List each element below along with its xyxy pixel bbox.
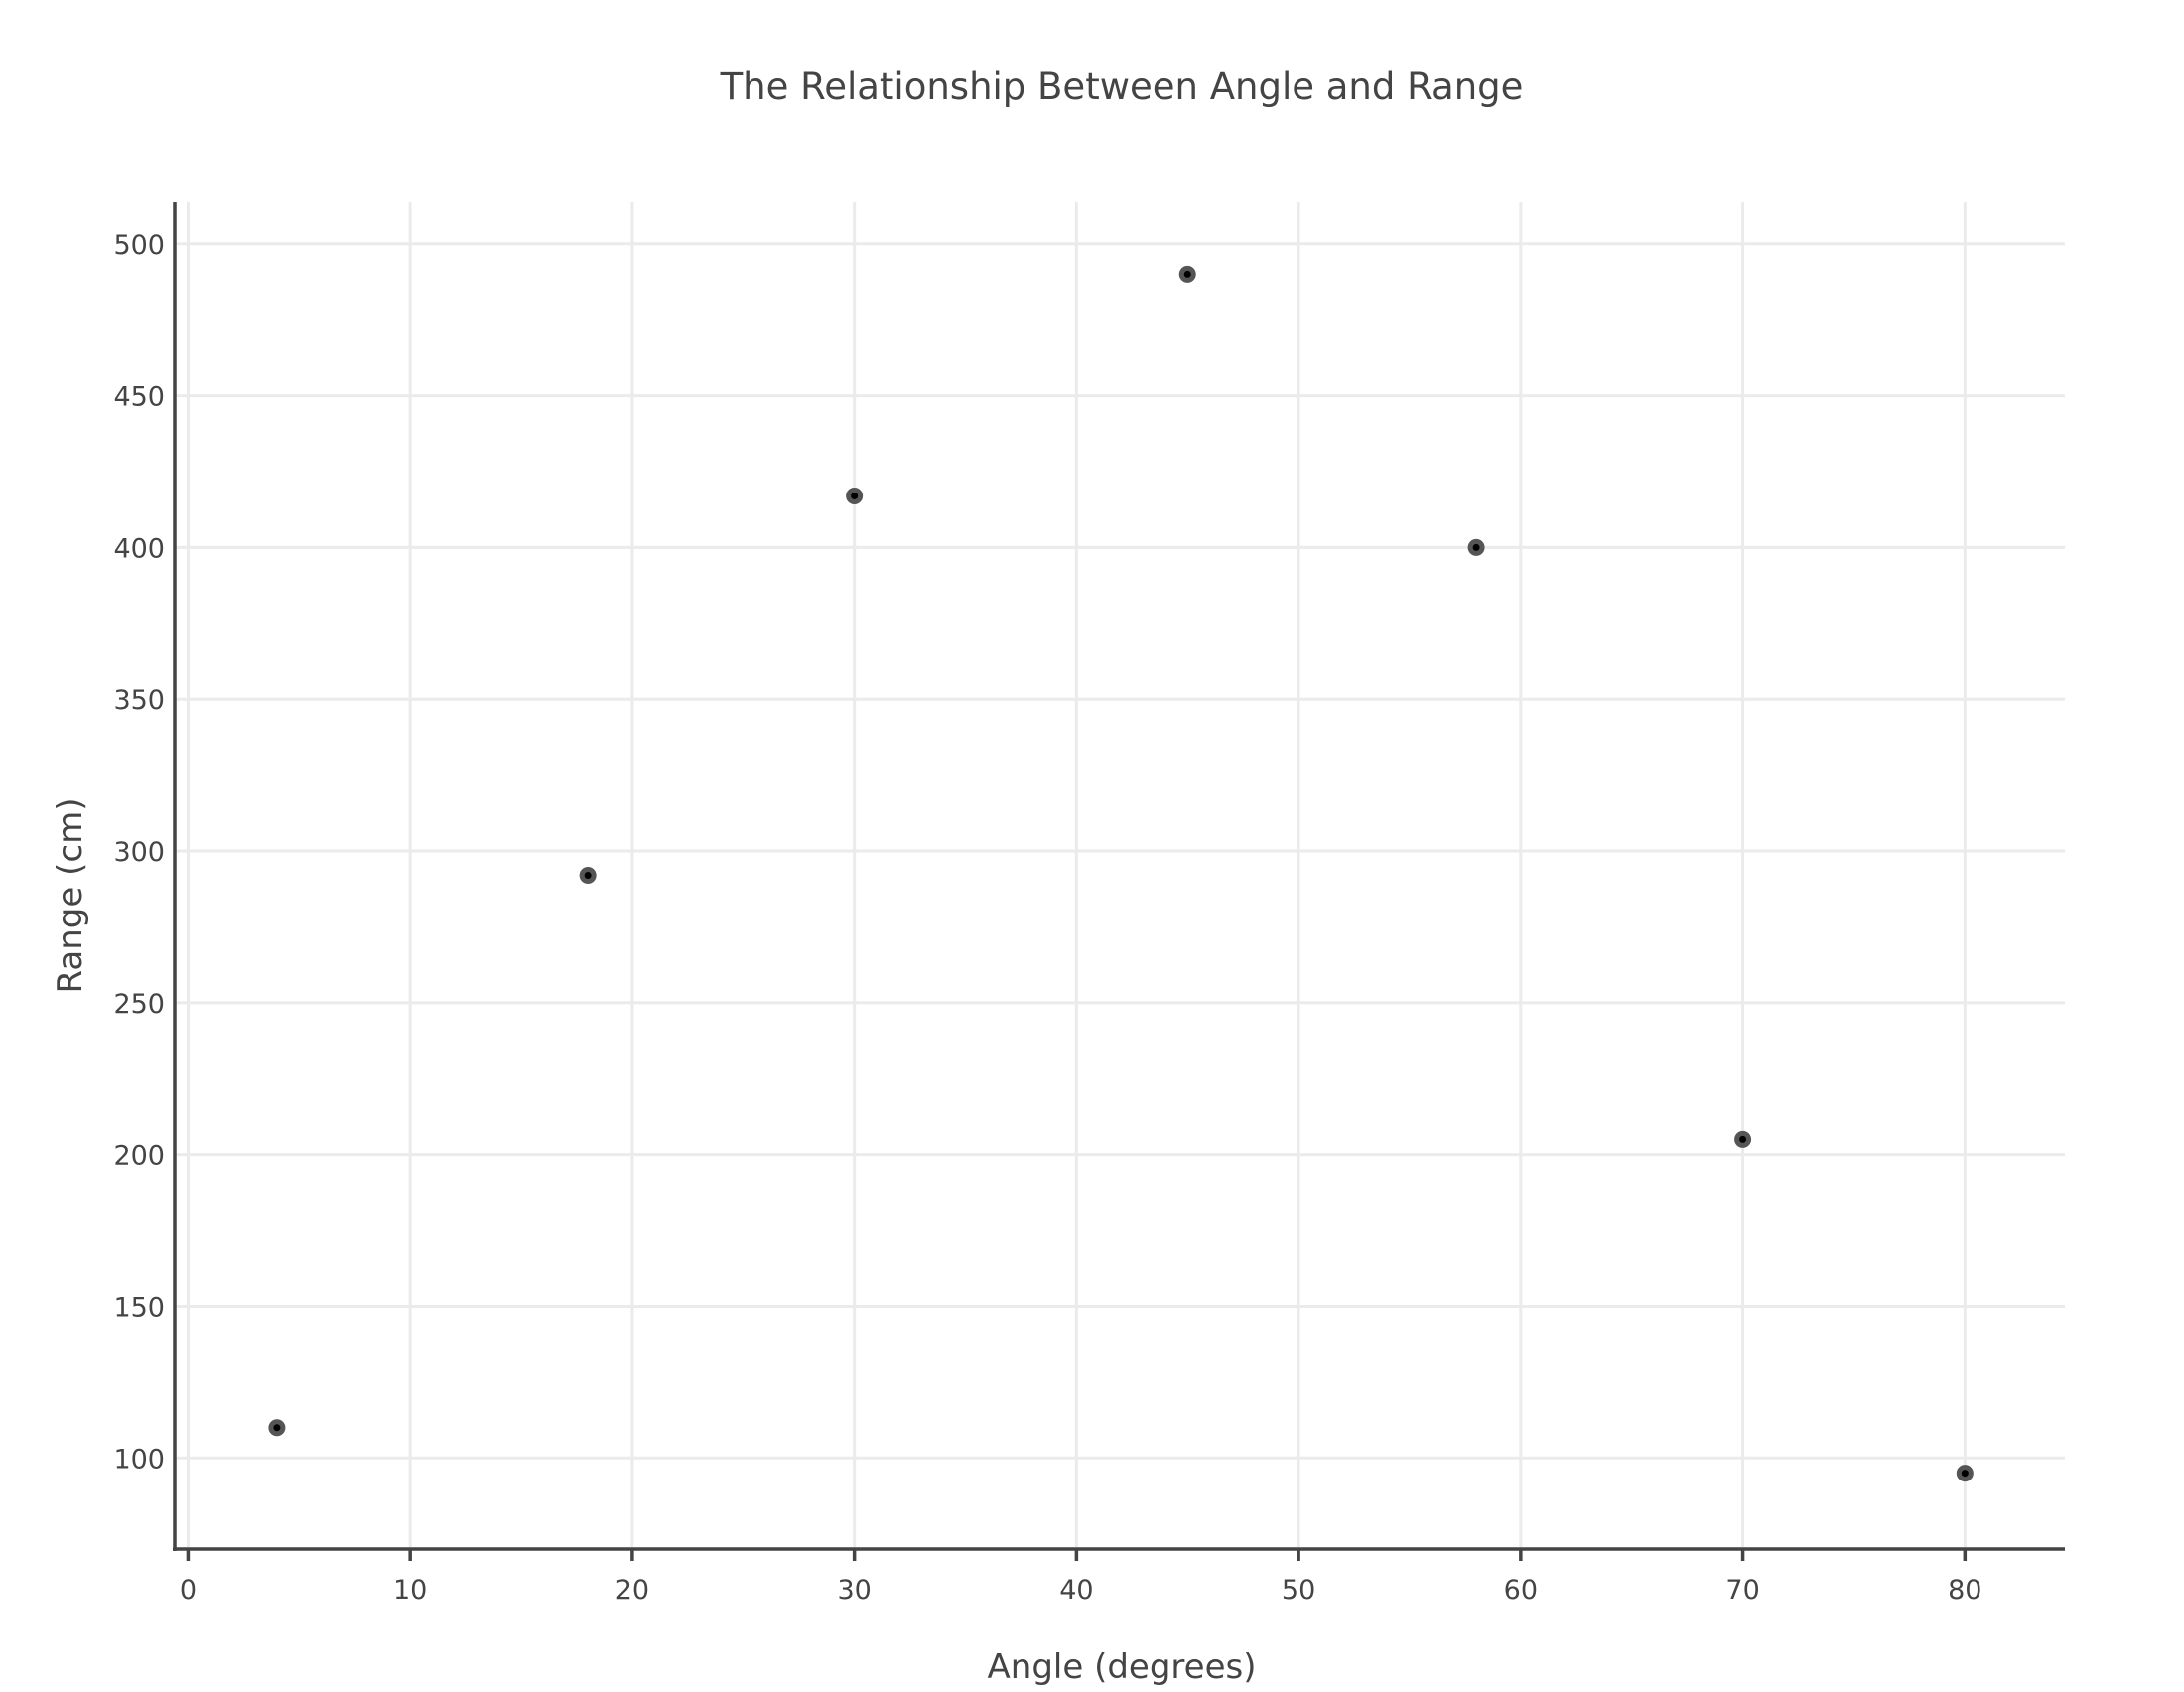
x-tick-label: 80 — [1948, 1575, 1981, 1606]
y-tick-label: 200 — [113, 1141, 165, 1172]
x-tick-label: 20 — [615, 1575, 649, 1606]
y-tick-label: 350 — [113, 685, 165, 716]
y-tick-label: 150 — [113, 1292, 165, 1323]
data-point — [1956, 1465, 1974, 1482]
data-point — [1734, 1130, 1752, 1148]
x-tick-label: 0 — [180, 1575, 197, 1606]
data-point — [1467, 538, 1485, 556]
y-axis-title: Range (cm) — [51, 798, 90, 994]
point-layer — [268, 265, 1974, 1482]
data-point — [268, 1419, 286, 1437]
x-axis-title: Angle (degrees) — [988, 1647, 1257, 1687]
y-tick-label: 450 — [113, 382, 165, 413]
y-tick-label: 500 — [113, 230, 165, 261]
data-point — [579, 867, 597, 884]
y-tick-label: 300 — [113, 837, 165, 868]
grid-layer — [175, 202, 2065, 1549]
x-tick-label: 60 — [1504, 1575, 1538, 1606]
axis-layer — [173, 202, 2065, 1551]
x-tick-label: 70 — [1725, 1575, 1759, 1606]
tick-layer: 0 10 20 30 40 50 60 70 80 100 150 200 250 300 350 400 45… — [113, 230, 1981, 1606]
y-tick-label: 100 — [113, 1444, 165, 1475]
x-tick-label: 50 — [1282, 1575, 1315, 1606]
y-tick-label: 250 — [113, 989, 165, 1020]
x-tick-label: 30 — [837, 1575, 871, 1606]
chart-title: The Relationship Between Angle and Range — [720, 66, 1524, 108]
y-tick-label: 400 — [113, 533, 165, 564]
data-point — [846, 487, 864, 504]
x-tick-label: 40 — [1059, 1575, 1093, 1606]
data-point — [1178, 265, 1196, 283]
x-tick-label: 10 — [393, 1575, 427, 1606]
